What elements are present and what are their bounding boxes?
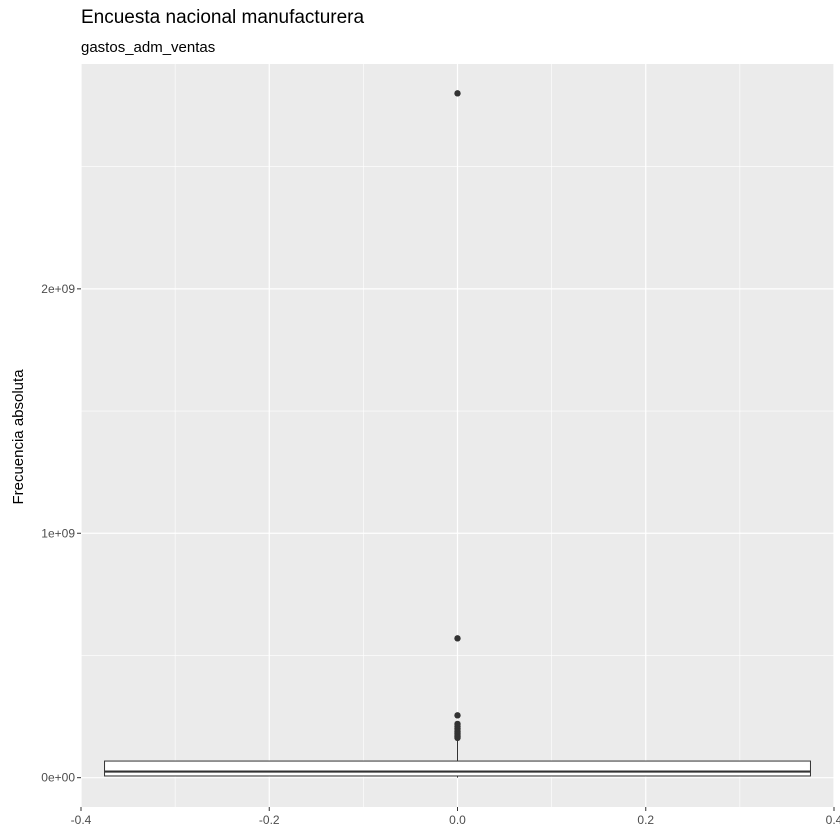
y-axis-title: Frecuencia absoluta (10, 369, 27, 505)
outlier-point (454, 734, 461, 742)
chart-subtitle: gastos_adm_ventas (81, 39, 216, 56)
outlier-point (454, 90, 461, 97)
grid-lines (80, 64, 835, 807)
y-tick-label: 0e+00 (41, 771, 75, 785)
x-tick-label: 0.4 (826, 813, 840, 827)
outlier-point (454, 712, 461, 719)
x-tick-label: -0.2 (259, 813, 280, 827)
y-tick-label: 1e+09 (41, 526, 75, 540)
y-tick-label: 2e+09 (41, 282, 75, 296)
x-tick-label: -0.4 (71, 813, 92, 827)
outlier-point (454, 635, 461, 642)
chart-title: Encuesta nacional manufacturera (81, 7, 365, 28)
box-iqr (104, 760, 811, 777)
x-tick-label: 0.0 (449, 813, 466, 827)
axes: -0.4 -0.2 0.0 0.2 0.4 0e+00 1e+09 2e+09 (41, 282, 840, 827)
x-tick-label: 0.2 (637, 813, 654, 827)
box-marks (104, 90, 811, 778)
